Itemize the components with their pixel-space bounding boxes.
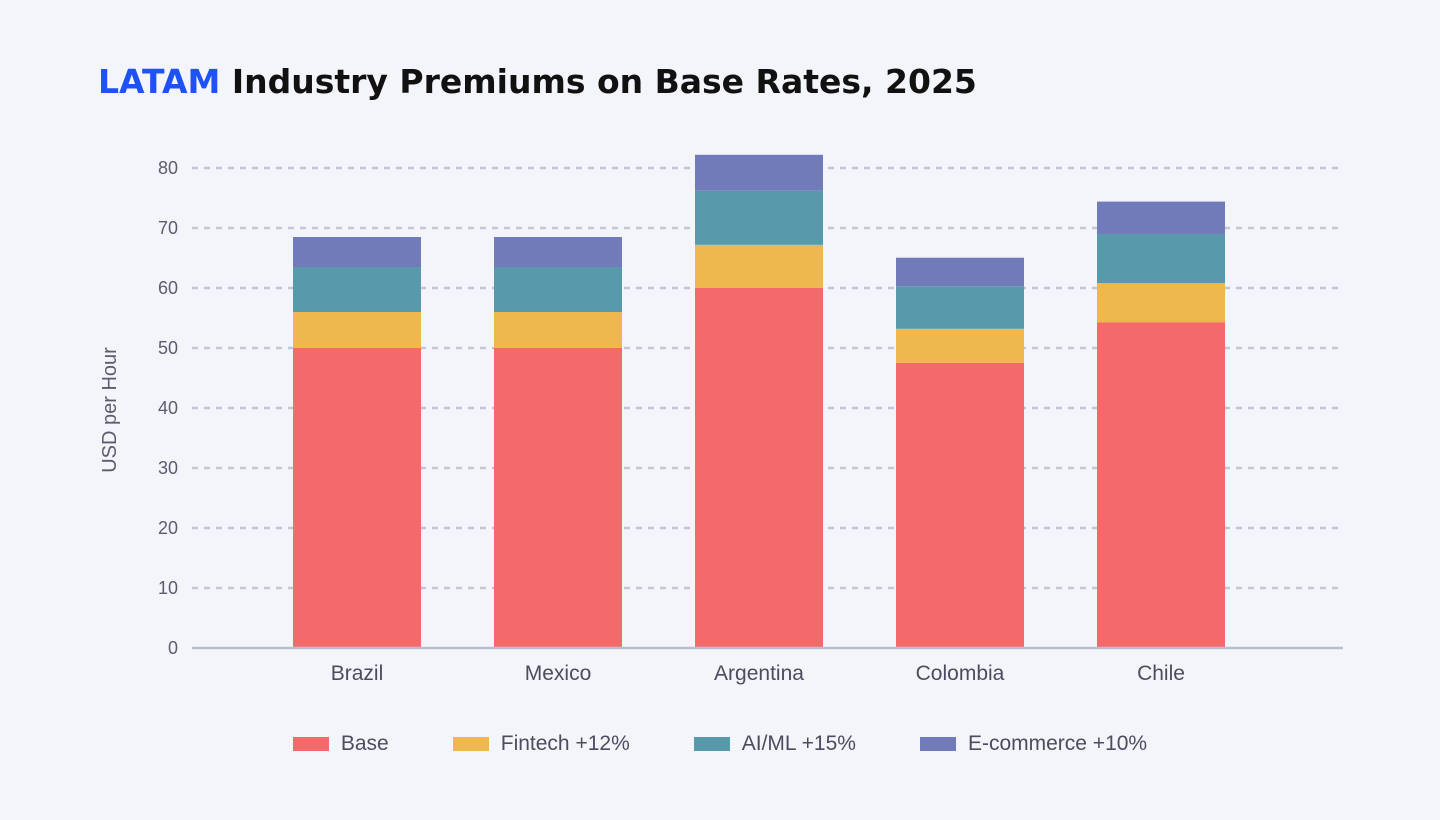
bar-segment-colombia-0	[896, 363, 1024, 648]
y-tick-label: 0	[168, 638, 178, 658]
bar-segment-mexico-2	[494, 267, 622, 312]
x-tick-label: Mexico	[525, 662, 592, 685]
bar-segment-colombia-3	[896, 257, 1024, 287]
legend-item: E-commerce +10%	[919, 732, 1148, 756]
bar-segment-argentina-2	[695, 190, 823, 245]
x-tick-label: Argentina	[714, 662, 804, 685]
bar-segment-mexico-0	[494, 348, 622, 648]
legend-swatch	[452, 737, 489, 751]
legend-label: Base	[340, 732, 389, 755]
y-tick-label: 10	[158, 578, 178, 598]
legend-swatch	[693, 737, 730, 751]
bar-segment-chile-3	[1097, 201, 1225, 234]
y-axis-label: USD per Hour	[99, 347, 121, 473]
bar-segment-argentina-1	[695, 244, 823, 288]
stacked-bar-chart: 0 10 20 30 40 50 60 70 80 Brazil Mexico Argentina Co…	[99, 154, 1343, 685]
bar-segment-brazil-1	[293, 312, 421, 348]
legend-item: Base	[292, 732, 389, 756]
bar-segment-brazil-3	[293, 237, 421, 267]
legend-label: AI/ML +15%	[741, 732, 856, 755]
x-tick-label: Brazil	[331, 662, 384, 685]
y-tick-label: 40	[158, 398, 178, 418]
legend-label: Fintech +12%	[500, 732, 630, 755]
title-highlight: LATAM	[98, 62, 221, 101]
legend-swatch	[919, 737, 956, 751]
legend-item: AI/ML +15%	[693, 732, 856, 756]
bar-segment-mexico-1	[494, 312, 622, 348]
bar-segment-chile-2	[1097, 234, 1225, 284]
y-tick-label: 80	[158, 158, 178, 178]
legend: Base Fintech +12% AI/ML +15% E-commerce +10…	[0, 732, 1440, 756]
bar-segment-argentina-0	[695, 288, 823, 648]
bar-segment-argentina-3	[695, 154, 823, 191]
bar-segment-colombia-1	[896, 328, 1024, 363]
y-tick-label: 70	[158, 218, 178, 238]
y-tick-label: 20	[158, 518, 178, 538]
chart-title: LATAM Industry Premiums on Base Rates, 2…	[98, 62, 977, 101]
x-tick-label: Colombia	[916, 662, 1005, 685]
y-tick-label: 60	[158, 278, 178, 298]
y-tick-label: 30	[158, 458, 178, 478]
bar-segment-colombia-2	[896, 286, 1024, 329]
bar-segment-chile-1	[1097, 283, 1225, 323]
legend-label: E-commerce +10%	[967, 732, 1148, 755]
legend-item: Fintech +12%	[452, 732, 630, 756]
bar-segment-mexico-3	[494, 237, 622, 267]
y-tick-label: 50	[158, 338, 178, 358]
bar-segment-brazil-2	[293, 267, 421, 312]
bar-segment-brazil-0	[293, 348, 421, 648]
legend-swatch	[292, 737, 329, 751]
title-text: Industry Premiums on Base Rates, 2025	[220, 62, 977, 101]
x-tick-label: Chile	[1137, 662, 1185, 685]
bar-segment-chile-0	[1097, 322, 1225, 648]
